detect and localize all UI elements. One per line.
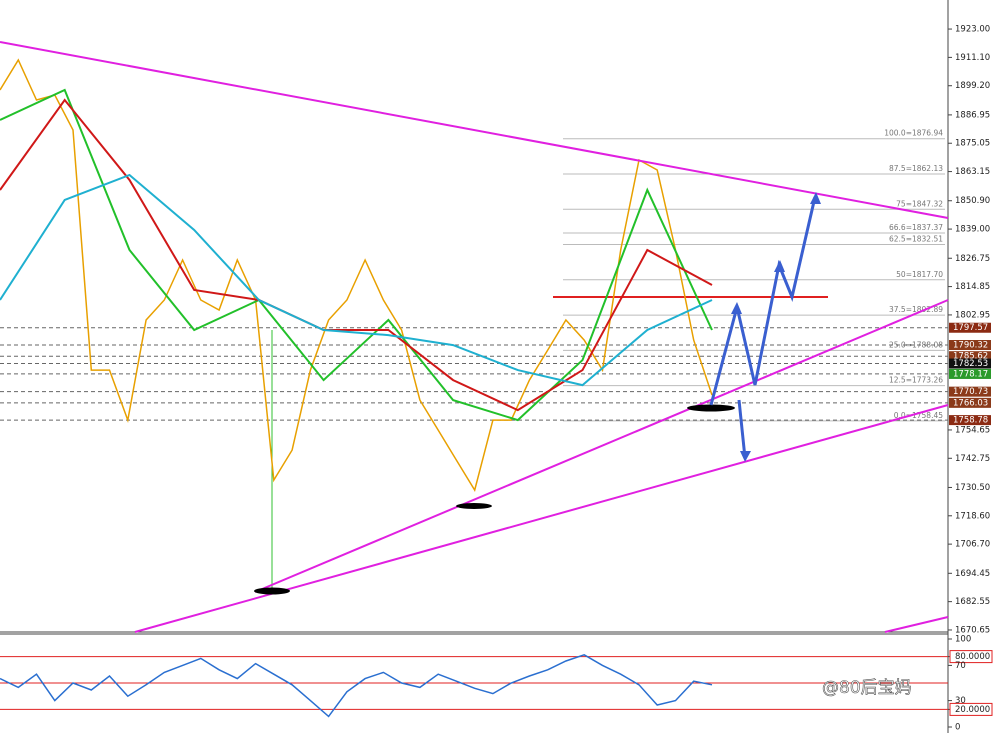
series-line: [0, 98, 713, 412]
markers: [254, 404, 735, 595]
series-layer: [0, 58, 713, 718]
low-marker: [687, 404, 735, 412]
arrow-head: [810, 192, 821, 204]
series-line: [0, 653, 713, 718]
fib-label: 100.0=1876.94: [884, 129, 943, 138]
arrow-head: [774, 260, 785, 272]
y-tick-label: 1863.15: [955, 167, 990, 177]
y-tick-label: 70: [955, 661, 966, 671]
arrow-head: [731, 302, 742, 314]
y-tick-label: 80.0000: [955, 652, 990, 662]
fib-label: 87.5=1862.13: [889, 164, 943, 173]
watermark: @80后宝妈: [822, 678, 912, 698]
y-tick-label: 1911.10: [955, 53, 990, 63]
label-layer: 1923.00 1911.10 1899.20 1886.95 1875.05 1863.…: [948, 25, 993, 733]
y-tick-label: 1670.65: [955, 625, 990, 635]
price-tag-label: 1797.57: [953, 323, 988, 333]
arrow-path: [709, 196, 817, 406]
y-tick-label: 1694.45: [955, 569, 990, 579]
price-tag: [949, 351, 991, 362]
y-tick-label: 1923.00: [955, 25, 990, 35]
fib-label: 0.0=1758.45: [894, 411, 943, 420]
price-tag-label: 1785.62: [953, 352, 988, 362]
y-tick-label: 1850.90: [955, 196, 990, 206]
price-tag: [949, 368, 991, 379]
y-tick-label: 1814.85: [955, 282, 990, 292]
price-tag-label: 1766.03: [953, 398, 988, 408]
y-tick-label: 1718.60: [955, 511, 990, 521]
fib-label: 75=1847.32: [896, 199, 943, 208]
y-tick-label: 1826.75: [955, 254, 990, 264]
price-tag: [949, 397, 991, 408]
low-marker: [456, 503, 492, 509]
fib-label: 66.6=1837.37: [889, 223, 943, 232]
price-tag-label: 1790.32: [953, 341, 988, 351]
arrow-head: [740, 451, 751, 462]
level-label-bg: [949, 702, 993, 716]
y-tick-label: 1754.65: [955, 425, 990, 435]
price-tag-label: 1758.78: [953, 416, 988, 426]
low-marker: [254, 587, 290, 595]
y-tick-label: 1706.70: [955, 540, 990, 550]
y-tick-label: 20.0000: [955, 705, 990, 715]
price-tag: [949, 415, 991, 426]
trendline: [0, 41, 949, 219]
series-line: [0, 173, 713, 387]
price-tag-label: 1778.17: [953, 369, 988, 379]
price-tag: [949, 358, 991, 369]
y-tick-label: 100: [955, 635, 971, 645]
arrow-heads: [731, 192, 821, 462]
y-tick-label: 1730.50: [955, 483, 990, 493]
price-tag-label: 1782.53: [953, 359, 988, 369]
y-tick-label: 1682.55: [955, 597, 990, 607]
price-tag: [949, 386, 991, 397]
y-tick-label: 1875.05: [955, 139, 990, 149]
fib-label: 62.5=1832.51: [889, 235, 943, 244]
projection-arrows: [709, 196, 817, 459]
y-tick-label: 1839.00: [955, 225, 990, 235]
trendline: [884, 616, 949, 633]
y-tick-label: 0: [955, 723, 960, 733]
y-tick-label: 1802.95: [955, 310, 990, 320]
price-tag: [949, 322, 991, 333]
fib-label: 12.5=1773.26: [889, 376, 943, 385]
fib-label: 50=1817.70: [896, 270, 943, 279]
level-label-bg: [949, 650, 993, 664]
fib-label: 25.0=1788.08: [889, 340, 943, 349]
price-tag-label: 1770.73: [953, 387, 988, 397]
arrow-path: [737, 399, 747, 459]
y-tick-label: 30: [955, 696, 966, 706]
price-tag: [949, 340, 991, 351]
plot-layer: 100.0=1876.94 87.5=1862.13 75=1847.32 66.6=…: [0, 129, 948, 710]
y-tick-label: 1899.20: [955, 81, 990, 91]
fib-label: 37.5=1802.89: [889, 305, 943, 314]
y-tick-label: 1886.95: [955, 110, 990, 120]
series-line: [0, 88, 713, 422]
trendline: [254, 299, 949, 593]
series-line: [0, 58, 713, 493]
y-tick-label: 1742.75: [955, 454, 990, 464]
